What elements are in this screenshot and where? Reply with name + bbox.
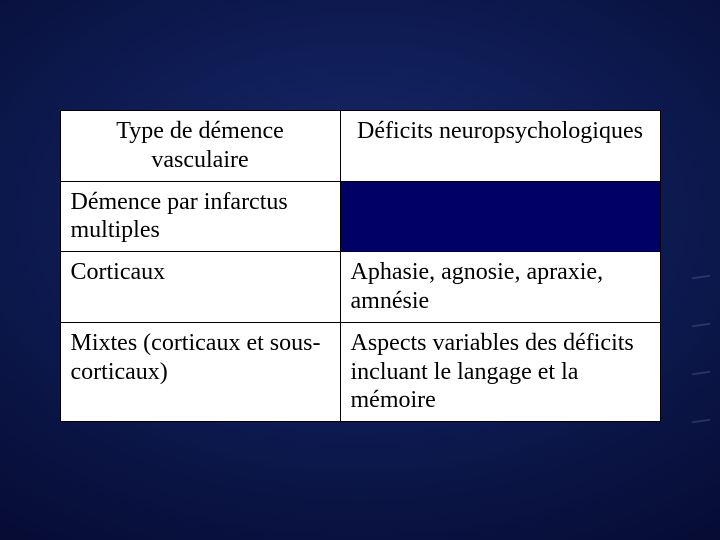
tick-mark-icon	[692, 419, 710, 424]
cell-type: Corticaux	[60, 252, 340, 323]
table-row: Corticaux Aphasie, agnosie, apraxie, amn…	[60, 252, 660, 323]
dementia-table: Type de démence vasculaire Déficits neur…	[60, 110, 661, 422]
slide: Type de démence vasculaire Déficits neur…	[0, 0, 720, 540]
table-row: Démence par infarctus multiples	[60, 181, 660, 252]
tick-mark-icon	[692, 323, 710, 328]
cell-deficit: Aphasie, agnosie, apraxie, amnésie	[340, 252, 660, 323]
cell-type: Démence par infarctus multiples	[60, 181, 340, 252]
cell-deficit	[340, 181, 660, 252]
decorative-ticks	[692, 230, 710, 468]
tick-mark-icon	[692, 275, 710, 280]
table-header-row: Type de démence vasculaire Déficits neur…	[60, 111, 660, 182]
col-header-type: Type de démence vasculaire	[60, 111, 340, 182]
tick-mark-icon	[692, 371, 710, 376]
table-row: Mixtes (corticaux et sous-corticaux) Asp…	[60, 322, 660, 421]
cell-type: Mixtes (corticaux et sous-corticaux)	[60, 322, 340, 421]
cell-deficit: Aspects variables des déficits incluant …	[340, 322, 660, 421]
col-header-deficits: Déficits neuropsychologiques	[340, 111, 660, 182]
